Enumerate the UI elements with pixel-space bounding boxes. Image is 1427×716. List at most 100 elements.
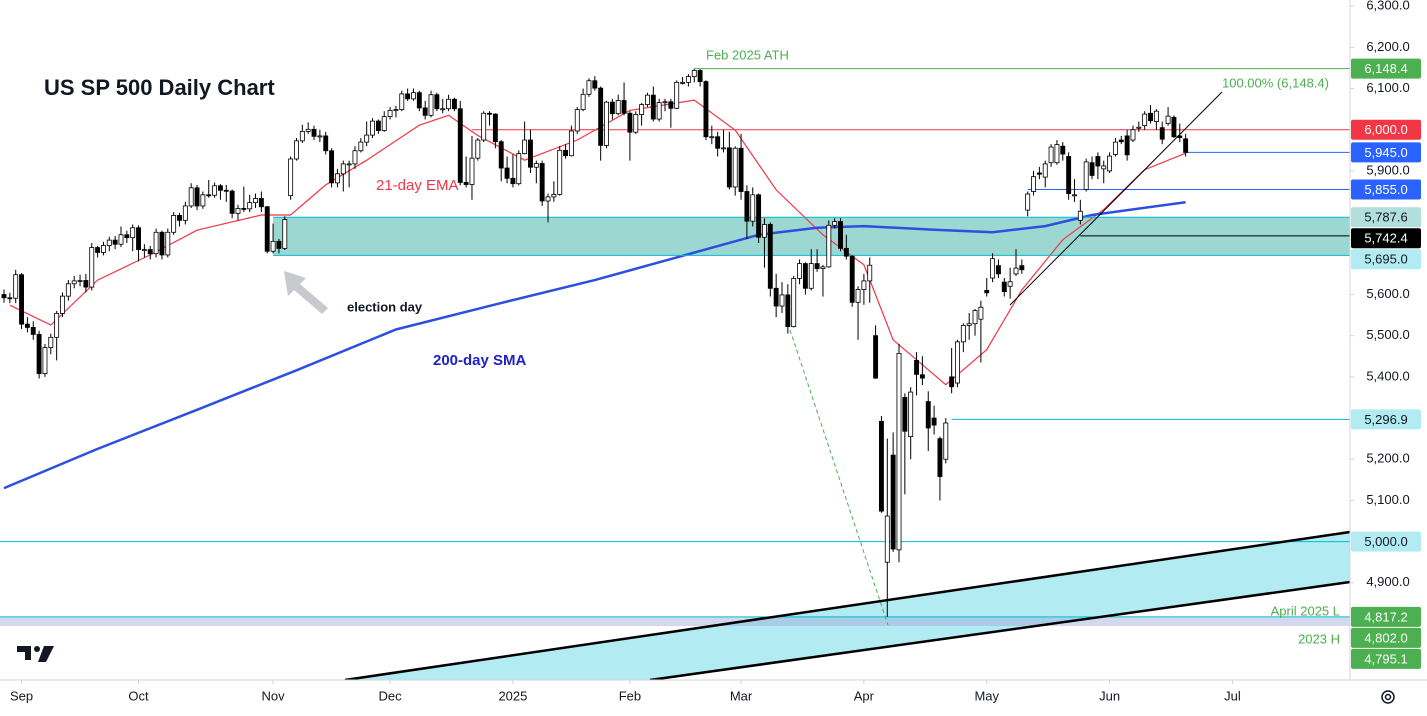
candle-body <box>574 109 580 132</box>
candle-body <box>71 280 77 285</box>
candle-body <box>1136 126 1142 129</box>
candle-body <box>878 420 884 512</box>
price-label: 5,945.0 <box>1364 145 1407 160</box>
candle-body <box>1036 172 1042 175</box>
candle-body <box>1130 129 1136 141</box>
candle-body <box>258 198 264 208</box>
candle-body <box>685 76 691 83</box>
candle-body <box>475 139 481 159</box>
candle-body <box>264 206 270 252</box>
annotation: election day <box>347 299 423 314</box>
candle-body <box>89 247 95 288</box>
candle-body <box>95 247 101 253</box>
candle-body <box>153 231 159 255</box>
candle-body <box>177 215 182 221</box>
candle-body <box>861 280 867 290</box>
price-label-bg <box>1351 531 1421 552</box>
candle-body <box>820 266 826 269</box>
candle-body <box>563 149 569 157</box>
candle-body <box>568 130 574 157</box>
candle-body <box>533 163 539 168</box>
price-label-bg <box>1351 249 1421 270</box>
settings-icon[interactable] <box>1381 690 1395 704</box>
dashed-projection <box>789 329 889 626</box>
y-tick-label: 6,100.0 <box>1366 80 1409 95</box>
price-label: 5,787.6 <box>1364 210 1407 225</box>
annotation: April 2025 L <box>1271 603 1340 618</box>
candle-body <box>83 280 89 288</box>
candle-body <box>592 80 598 89</box>
candle-body <box>890 454 896 550</box>
candle-body <box>633 114 639 133</box>
candle-body <box>802 263 808 289</box>
candle-body <box>65 283 71 297</box>
candle-body <box>241 208 247 210</box>
candle-body <box>908 391 914 437</box>
candle-body <box>405 93 411 100</box>
candle-body <box>1153 110 1159 122</box>
candle-body <box>668 101 674 109</box>
price-label: 6,000.0 <box>1364 122 1407 137</box>
candle-body <box>13 274 19 299</box>
x-tick-label: Feb <box>619 688 641 703</box>
annotation: 200-day SMA <box>433 352 527 369</box>
candle-body <box>77 280 83 282</box>
candle-body <box>159 231 165 256</box>
candle-body <box>884 515 890 563</box>
candle-body <box>288 158 294 197</box>
candle-body <box>604 101 609 146</box>
x-tick-label: Dec <box>379 688 403 703</box>
candle-body <box>305 128 311 132</box>
candle-body <box>124 234 130 239</box>
logo-part <box>34 646 40 652</box>
candle-body <box>311 128 317 137</box>
candle-body <box>855 289 861 303</box>
candle-body <box>943 422 949 460</box>
candle-body <box>299 130 305 142</box>
candle-body <box>504 167 510 179</box>
candle-body <box>147 249 153 255</box>
logo-part <box>38 646 54 662</box>
x-tick-label: Jun <box>1099 688 1120 703</box>
candle-body <box>200 194 206 207</box>
price-label: 4,795.1 <box>1364 651 1407 666</box>
candle-body <box>1148 112 1153 122</box>
candle-body <box>282 219 288 249</box>
candle-body <box>516 153 522 185</box>
candle-body <box>364 134 370 143</box>
price-label-bg <box>1351 119 1421 140</box>
candle-body <box>19 274 24 325</box>
candle-body <box>340 163 346 175</box>
candle-body <box>446 98 452 110</box>
candle-body <box>106 239 112 246</box>
candle-body <box>100 245 106 253</box>
candle-body <box>276 240 282 249</box>
candle-body <box>1165 115 1171 124</box>
candle-body <box>756 194 762 238</box>
candle-body <box>247 202 253 210</box>
candle-body <box>294 140 299 160</box>
candle-body <box>1112 141 1118 155</box>
candle-body <box>381 116 387 131</box>
candle-body <box>1183 138 1189 153</box>
candle-body <box>1142 113 1148 127</box>
candle-body <box>440 108 446 111</box>
candle-body <box>206 194 212 197</box>
candle-body <box>645 94 650 106</box>
candle-body <box>1042 163 1048 178</box>
y-tick-label: 5,100.0 <box>1366 492 1409 507</box>
candle-body <box>1019 265 1025 271</box>
candle-body <box>978 306 984 320</box>
candle-body <box>539 163 545 202</box>
annotation: 100.00% (6,148.4) <box>1222 75 1329 90</box>
candle-body <box>375 120 381 131</box>
candle-body <box>972 310 978 325</box>
candle-body <box>1072 194 1077 197</box>
candle-body <box>7 297 13 300</box>
candle-body <box>346 163 352 166</box>
channel-upper-line <box>344 530 1351 682</box>
candle-body <box>1060 145 1066 155</box>
candle-body <box>960 324 966 343</box>
